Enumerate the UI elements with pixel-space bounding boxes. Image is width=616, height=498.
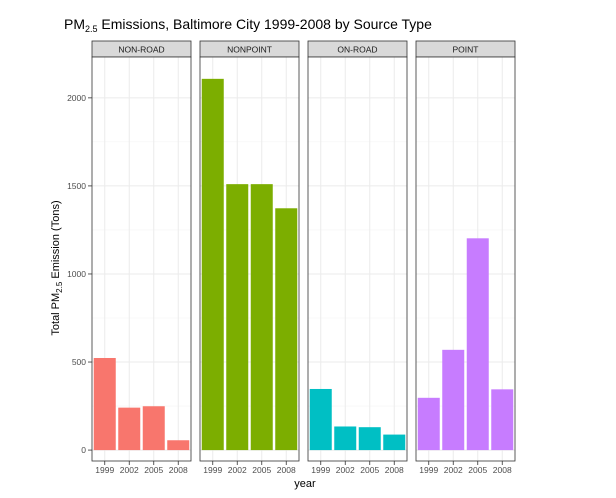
y-axis-title-prefix: Total PM (50, 293, 62, 336)
bar-non-road-1999 (93, 357, 116, 451)
y-axis-title-suffix: Emission (Tons) (50, 200, 62, 281)
facet-strip-label: ON-ROAD (337, 45, 377, 55)
facet-panels: NON-ROAD 1999 2002 2005 2008 NONPOINT 1999 2002… (91, 40, 516, 475)
y-tick-label: 2000 (67, 93, 86, 103)
x-tick-label: 1999 (311, 465, 330, 475)
y-axis-title-subscript: 2.5 (55, 281, 64, 293)
bar-point-1999 (417, 397, 440, 451)
chart-title: PM2.5 Emissions, Baltimore City 1999-200… (64, 16, 432, 34)
facet-panel-on-road: ON-ROAD 1999 2002 2005 2008 (307, 40, 408, 475)
y-tick-label: 500 (72, 357, 86, 367)
bar-non-road-2008 (167, 440, 190, 451)
y-axis: 0 500 1000 1500 2000 (67, 93, 92, 455)
x-axis-title: year (294, 478, 316, 490)
x-tick-label: 2002 (228, 465, 247, 475)
x-tick-label: 2002 (120, 465, 139, 475)
panel-border (199, 56, 300, 462)
facet-strip-label: NONPOINT (227, 45, 272, 55)
x-tick-label: 1999 (95, 465, 114, 475)
x-tick-label: 2008 (277, 465, 296, 475)
x-tick-label: 2005 (468, 465, 487, 475)
y-axis-title: Total PM2.5 Emission (Tons) (50, 200, 64, 335)
bar-on-road-2008 (383, 434, 406, 451)
x-tick-label: 2005 (144, 465, 163, 475)
bar-point-2005 (466, 238, 489, 451)
bar-on-road-2002 (334, 426, 357, 451)
bar-point-2002 (442, 349, 465, 451)
bar-on-road-1999 (309, 388, 332, 451)
chart-title-suffix: Emissions, Baltimore City 1999-2008 by S… (98, 16, 433, 32)
x-tick-label: 2008 (493, 465, 512, 475)
bar-point-2008 (491, 389, 514, 451)
facet-panel-point: POINT 1999 2002 2005 2008 (415, 40, 516, 475)
facet-panel-nonpoint: NONPOINT 1999 2002 2005 2008 (199, 40, 300, 475)
panel-border (415, 56, 516, 462)
y-tick-label: 1000 (67, 269, 86, 279)
bar-nonpoint-2008 (275, 208, 298, 451)
y-tick-label: 1500 (67, 181, 86, 191)
bar-on-road-2005 (358, 427, 381, 451)
facet-panel-non-road: NON-ROAD 1999 2002 2005 2008 (91, 40, 192, 475)
x-tick-label: 2002 (336, 465, 355, 475)
x-tick-label: 2002 (444, 465, 463, 475)
bar-non-road-2002 (118, 407, 141, 451)
bar-nonpoint-2005 (250, 184, 273, 451)
chart-title-subscript: 2.5 (85, 24, 98, 34)
facet-strip-label: NON-ROAD (118, 45, 164, 55)
bar-nonpoint-2002 (226, 184, 249, 451)
bar-nonpoint-1999 (201, 78, 224, 451)
x-tick-label: 2008 (385, 465, 404, 475)
panel-border (307, 56, 408, 462)
panel-border (91, 56, 192, 462)
bar-non-road-2005 (142, 406, 165, 451)
x-tick-label: 2008 (169, 465, 188, 475)
x-tick-label: 2005 (360, 465, 379, 475)
x-tick-label: 1999 (203, 465, 222, 475)
x-tick-label: 2005 (252, 465, 271, 475)
facet-strip-label: POINT (453, 45, 479, 55)
chart-title-prefix: PM (64, 16, 85, 32)
y-tick-label: 0 (81, 445, 86, 455)
x-tick-label: 1999 (419, 465, 438, 475)
